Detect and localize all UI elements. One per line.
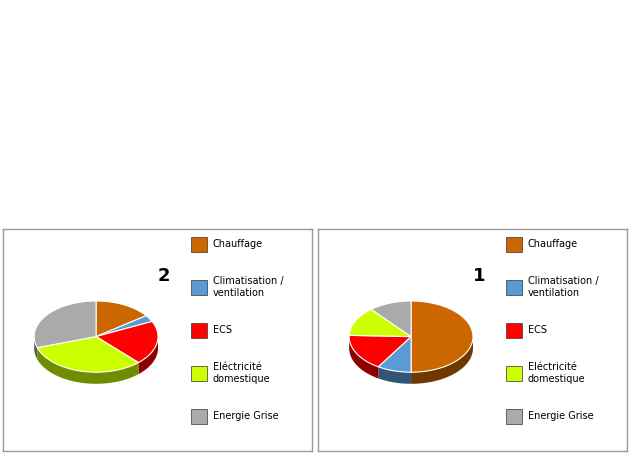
Bar	[192, 366, 207, 381]
Bar	[507, 366, 522, 381]
Polygon shape	[349, 337, 378, 378]
Polygon shape	[411, 301, 473, 372]
Polygon shape	[96, 322, 158, 362]
Polygon shape	[34, 337, 37, 359]
Bar	[192, 280, 207, 294]
Polygon shape	[139, 337, 158, 374]
Text: 2: 2	[158, 267, 171, 285]
Text: ECS: ECS	[528, 325, 547, 335]
Text: Eléctricité
domestique: Eléctricité domestique	[213, 362, 270, 384]
Polygon shape	[378, 367, 411, 384]
Polygon shape	[34, 301, 96, 347]
Polygon shape	[96, 301, 146, 337]
Text: 1: 1	[473, 267, 486, 285]
Polygon shape	[349, 335, 411, 367]
Polygon shape	[411, 337, 473, 384]
Polygon shape	[349, 309, 411, 337]
Bar	[192, 323, 207, 337]
Text: Eléctricité
domestique: Eléctricité domestique	[528, 362, 585, 384]
Polygon shape	[37, 347, 139, 384]
Text: Chauffage: Chauffage	[213, 239, 263, 249]
Polygon shape	[37, 337, 139, 372]
Bar	[507, 236, 522, 251]
Text: Energie Grise: Energie Grise	[528, 411, 593, 421]
Text: Climatisation /
ventilation: Climatisation / ventilation	[528, 276, 598, 298]
Bar	[192, 409, 207, 424]
Bar	[507, 409, 522, 424]
Bar	[507, 280, 522, 294]
Bar	[192, 236, 207, 251]
Polygon shape	[371, 301, 411, 337]
Text: Chauffage: Chauffage	[528, 239, 578, 249]
Text: Energie Grise: Energie Grise	[213, 411, 278, 421]
Polygon shape	[96, 316, 152, 337]
Polygon shape	[378, 337, 411, 372]
Text: Climatisation /
ventilation: Climatisation / ventilation	[213, 276, 284, 298]
Text: ECS: ECS	[213, 325, 232, 335]
Bar	[507, 323, 522, 337]
